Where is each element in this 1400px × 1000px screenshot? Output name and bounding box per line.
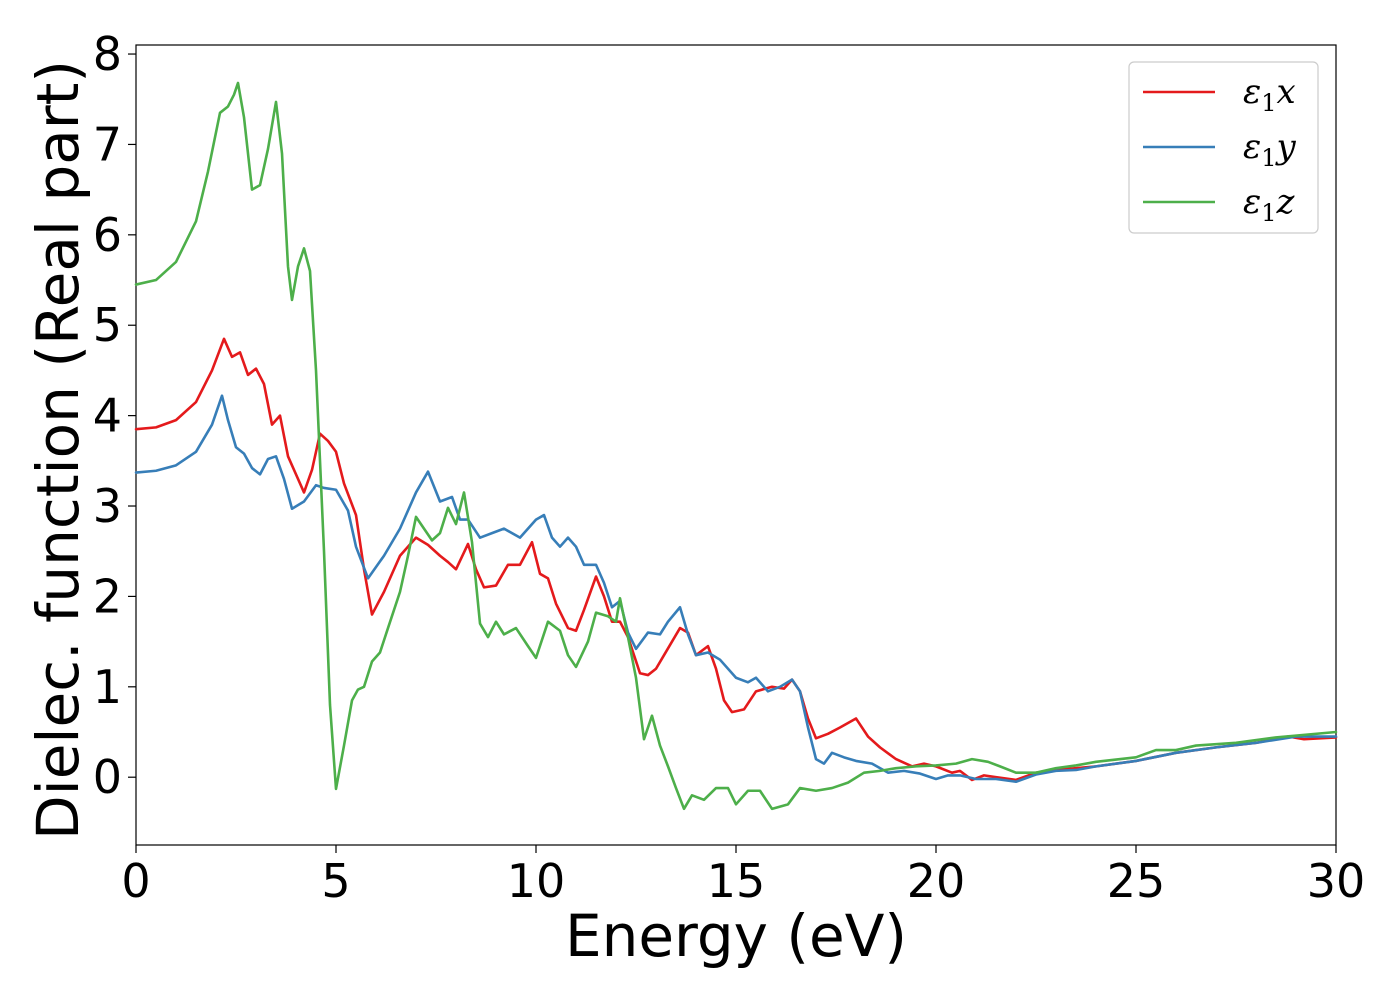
x-tick-label: 30 [1307,854,1366,908]
series-line-y [134,394,1338,784]
x-tick-label: 0 [121,854,150,908]
x-axis-ticks: 0 5 10 15 20 25 30 [121,845,1365,908]
y-tick-label: 1 [93,660,122,714]
y-axis-ticks: 0 1 2 3 4 5 6 7 8 [93,27,136,804]
legend-box [1128,61,1319,234]
y-tick-label: 0 [93,750,122,804]
legend-label-x: ε1x [1243,72,1296,117]
y-tick-label: 6 [93,208,122,262]
series-line-x [134,337,1338,782]
x-tick-label: 15 [707,854,766,908]
series-line-z [134,81,1338,811]
legend-label-y: ε1y [1243,127,1297,172]
x-tick-label: 25 [1107,854,1166,908]
x-tick-label: 5 [321,854,350,908]
legend: ε1x ε1y ε1z [1128,61,1319,234]
legend-label-z: ε1z [1243,182,1296,227]
y-tick-label: 2 [93,569,122,623]
x-tick-label: 20 [907,854,966,908]
y-tick-label: 3 [93,479,122,533]
y-tick-label: 5 [93,298,122,352]
series-layer [134,81,1338,811]
y-tick-label: 8 [93,27,122,81]
y-tick-label: 7 [93,117,122,171]
y-tick-label: 4 [93,389,122,443]
x-axis-title: Energy (eV) [565,902,907,970]
x-tick-label: 10 [507,854,566,908]
y-axis-title: Dielec. function (Real part) [24,60,92,840]
